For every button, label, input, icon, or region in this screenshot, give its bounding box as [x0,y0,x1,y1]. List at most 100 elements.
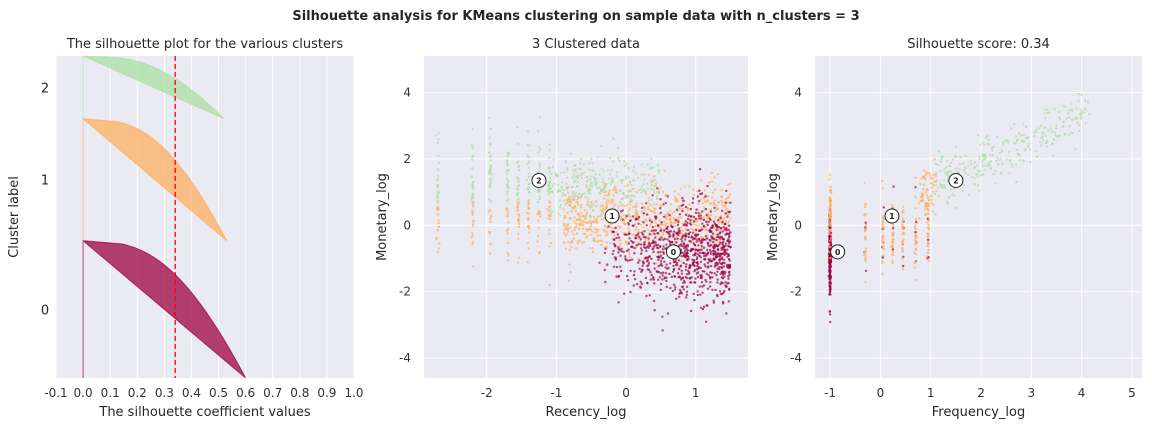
data-point-cluster-2 [949,188,952,192]
data-point-cluster-0 [700,248,703,251]
data-point-cluster-1 [654,222,657,225]
data-point-cluster-0 [603,268,606,272]
data-point-cluster-1 [925,255,929,258]
data-point-cluster-1 [516,206,519,209]
data-point-cluster-1 [518,222,521,226]
data-point-cluster-2 [1010,162,1013,166]
data-point-cluster-0 [691,238,695,241]
data-point-cluster-0 [728,235,731,238]
data-point-cluster-2 [634,209,638,212]
data-point-cluster-0 [723,228,726,232]
data-point-cluster-2 [647,199,650,202]
data-point-cluster-2 [549,208,552,211]
data-point-cluster-1 [699,179,702,182]
data-point-cluster-0 [642,235,646,239]
data-point-cluster-1 [574,222,577,226]
data-point-cluster-0 [681,281,685,284]
data-point-cluster-1 [659,226,662,229]
data-point-cluster-2 [1040,124,1043,128]
data-point-cluster-1 [506,212,509,215]
data-point-cluster-1 [684,228,687,231]
data-point-cluster-0 [718,265,721,269]
data-point-cluster-2 [646,187,649,190]
x-tick-label: 5 [1128,386,1136,400]
data-point-cluster-0 [726,215,729,218]
data-point-cluster-1 [637,241,640,244]
data-point-cluster-2 [946,202,950,206]
data-point-cluster-1 [578,222,582,225]
data-point-cluster-0 [728,287,731,290]
data-point-cluster-1 [536,240,539,243]
data-point-cluster-1 [619,225,623,228]
data-point-cluster-0 [615,236,618,240]
data-point-cluster-0 [685,248,689,251]
data-point-cluster-2 [552,210,555,213]
data-point-cluster-0 [656,232,660,235]
silhouette-x-tick-label: 0.3 [155,386,174,400]
data-point-cluster-1 [669,209,672,213]
data-point-cluster-0 [715,253,718,257]
data-point-cluster-1 [665,218,668,221]
data-point-cluster-2 [962,162,965,165]
data-point-cluster-0 [829,284,832,287]
data-point-cluster-0 [691,201,694,204]
data-point-cluster-0 [704,278,707,282]
data-point-cluster-2 [564,203,567,206]
data-point-cluster-1 [654,184,658,187]
data-point-cluster-1 [565,199,569,202]
y-tick-label: 2 [403,152,411,166]
data-point-cluster-2 [1050,130,1053,133]
data-point-cluster-1 [914,207,917,210]
data-point-cluster-0 [680,272,684,275]
data-point-cluster-0 [684,235,687,238]
data-point-cluster-2 [988,143,991,146]
data-point-cluster-0 [657,258,660,262]
data-point-cluster-0 [721,243,724,246]
data-point-cluster-2 [943,168,946,171]
data-point-cluster-0 [709,264,713,268]
data-point-cluster-1 [655,197,659,200]
data-point-cluster-1 [672,222,676,225]
data-point-cluster-1 [506,207,509,210]
data-point-cluster-0 [640,282,644,286]
data-point-cluster-1 [924,191,927,194]
data-point-cluster-0 [696,264,699,268]
data-point-cluster-0 [684,265,688,268]
data-point-cluster-1 [598,215,602,218]
data-point-cluster-0 [652,229,656,232]
data-point-cluster-2 [583,192,586,195]
data-point-cluster-2 [591,168,594,171]
data-point-cluster-2 [949,170,953,174]
data-point-cluster-1 [927,208,930,211]
data-point-cluster-2 [995,159,998,163]
data-point-cluster-0 [668,213,671,217]
data-point-cluster-1 [729,216,732,220]
data-point-cluster-1 [650,204,653,207]
x-tick-label: 1 [927,386,935,400]
data-point-cluster-1 [652,174,656,178]
data-point-cluster-2 [564,160,568,163]
data-point-cluster-0 [653,262,656,265]
silhouette-y-axis-label: Cluster label [7,176,22,258]
data-point-cluster-0 [653,309,656,312]
data-point-cluster-2 [569,210,572,213]
data-point-cluster-1 [914,247,918,250]
data-point-cluster-1 [612,188,615,192]
data-point-cluster-2 [506,192,509,195]
data-point-cluster-2 [645,182,649,185]
data-point-cluster-1 [935,189,938,193]
data-point-cluster-0 [706,261,710,265]
data-point-cluster-1 [881,187,885,190]
data-point-cluster-1 [901,241,904,244]
data-point-cluster-1 [620,204,623,207]
silhouette-x-tick-label: 0.0 [74,386,93,400]
data-point-cluster-1 [693,223,696,226]
data-point-cluster-2 [507,169,511,172]
data-point-cluster-0 [639,243,643,246]
data-point-cluster-0 [647,241,651,245]
data-point-cluster-2 [567,223,570,226]
data-point-cluster-0 [706,242,709,245]
data-point-cluster-0 [706,266,710,269]
data-point-cluster-0 [718,261,721,264]
